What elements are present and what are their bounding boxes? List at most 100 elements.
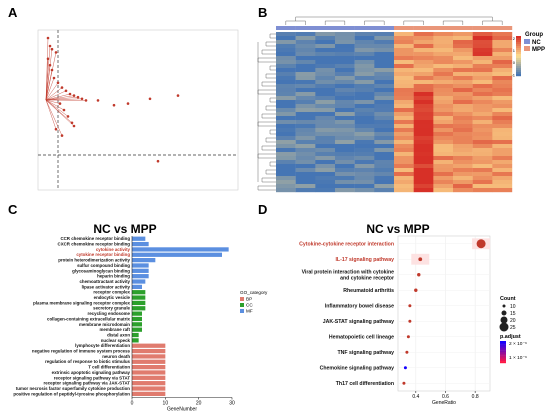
heatmap-cell	[433, 152, 454, 157]
heatmap-cell	[413, 144, 434, 149]
heatmap-cell	[492, 44, 513, 49]
c-legend-label: BP	[246, 297, 252, 302]
heatmap-color-scale-step	[516, 58, 521, 61]
heatmap-cell	[276, 120, 296, 125]
heatmap-cell	[472, 156, 493, 161]
heatmap-cell	[374, 184, 395, 189]
heatmap-group-bar-cell	[295, 26, 316, 30]
scatter-point	[72, 124, 76, 128]
heatmap-cell	[335, 188, 355, 193]
heatmap-cell	[276, 172, 296, 177]
heatmap-cell	[315, 44, 336, 49]
heatmap-column-dendrogram-top	[295, 16, 493, 21]
heatmap-cell	[394, 152, 414, 157]
scatter-link-line	[45, 87, 63, 101]
heatmap-cell	[295, 112, 316, 117]
scatter-link-line	[45, 49, 53, 101]
heatmap-cell	[335, 52, 355, 57]
heatmap-cell	[453, 84, 473, 89]
heatmap-cell	[394, 128, 414, 133]
heatmap-cell	[276, 84, 296, 89]
scatter-point	[72, 94, 76, 97]
heatmap-cell	[472, 124, 493, 129]
heatmap-cell	[315, 112, 336, 117]
heatmap-cell	[295, 156, 316, 161]
scatter-point	[46, 36, 50, 40]
heatmap-cell	[413, 132, 434, 137]
heatmap-cell	[354, 128, 375, 133]
heatmap-cell	[276, 188, 296, 193]
heatmap-cell	[374, 176, 395, 181]
d-category-label: Hematopoietic cell lineage	[329, 335, 394, 341]
heatmap-cell	[472, 76, 493, 81]
heatmap-cell	[492, 32, 513, 37]
heatmap-cell	[394, 68, 414, 73]
heatmap-cell	[354, 76, 375, 81]
d-count-legend-label: 20	[510, 318, 516, 324]
d-category-label: TNF signaling pathway	[338, 350, 395, 356]
heatmap-cell	[492, 136, 513, 141]
bar-category-label: receptor signaling pathway via JAK-STAT	[44, 381, 131, 386]
scatter-link-line	[45, 52, 57, 101]
bar-category-label: cytokine activity	[96, 247, 131, 252]
heatmap-cell	[374, 188, 395, 193]
heatmap-cell	[472, 48, 493, 53]
heatmap-color-scale-step	[516, 52, 521, 55]
heatmap-cell	[295, 116, 316, 121]
heatmap-group-bar-cell	[492, 26, 513, 30]
heatmap-cell	[413, 168, 434, 173]
heatmap-cell	[394, 96, 414, 101]
heatmap-cell	[394, 156, 414, 161]
heatmap-cell	[453, 100, 473, 105]
heatmap-cell	[394, 92, 414, 97]
heatmap-cell	[374, 56, 395, 61]
heatmap-cell	[354, 88, 375, 93]
heatmap-cell	[453, 36, 473, 41]
heatmap-cell	[433, 148, 454, 153]
heatmap-cell	[413, 80, 434, 85]
heatmap-cell	[374, 48, 395, 53]
bar-category-label: membrane microdomain	[79, 322, 130, 327]
heatmap-cell	[374, 36, 395, 41]
heatmap-cell	[295, 136, 316, 141]
heatmap-cell	[374, 144, 395, 149]
heatmap-cell	[394, 176, 414, 181]
heatmap-cell	[335, 172, 355, 177]
heatmap-cell	[315, 124, 336, 129]
heatmap-legend-nc-swatch	[524, 39, 530, 44]
heatmap-cell	[453, 40, 473, 45]
heatmap-cell	[413, 152, 434, 157]
heatmap-cell	[374, 92, 395, 97]
heatmap-row-dendrogram-branch	[257, 185, 276, 191]
heatmap-cell	[433, 92, 454, 97]
heatmap-cell	[472, 144, 493, 149]
heatmap-cell	[413, 128, 434, 133]
heatmap-group-bar-cell	[276, 26, 296, 30]
heatmap-cell	[276, 144, 296, 149]
heatmap-cell	[276, 124, 296, 129]
heatmap-cell	[374, 160, 395, 165]
heatmap-cell	[433, 68, 454, 73]
panel-d-letter: D	[258, 202, 267, 217]
heatmap-cell	[354, 48, 375, 53]
heatmap-color-scale-step	[516, 38, 521, 41]
d-x-tick-label: 0.8	[472, 394, 479, 400]
bar-category-label: sulfur compound binding	[77, 263, 130, 268]
heatmap-color-scale-tick: 2	[513, 36, 516, 41]
heatmap-cell	[472, 140, 493, 145]
heatmap-column-dendrogram-branch	[324, 20, 346, 25]
heatmap-cell	[413, 112, 434, 117]
heatmap-cell	[453, 148, 473, 153]
heatmap-cell	[295, 96, 316, 101]
heatmap-group-bar-cell	[472, 26, 493, 30]
heatmap-cell	[433, 120, 454, 125]
heatmap-cell	[413, 160, 434, 165]
heatmap-color-scale-step	[516, 42, 521, 45]
heatmap-cell	[413, 48, 434, 53]
bar	[132, 284, 142, 289]
heatmap-cell	[335, 176, 355, 181]
scatter-point	[48, 44, 52, 48]
heatmap-cell	[472, 172, 493, 177]
heatmap-cell	[413, 56, 434, 61]
heatmap-group-bar-cell	[354, 26, 375, 30]
